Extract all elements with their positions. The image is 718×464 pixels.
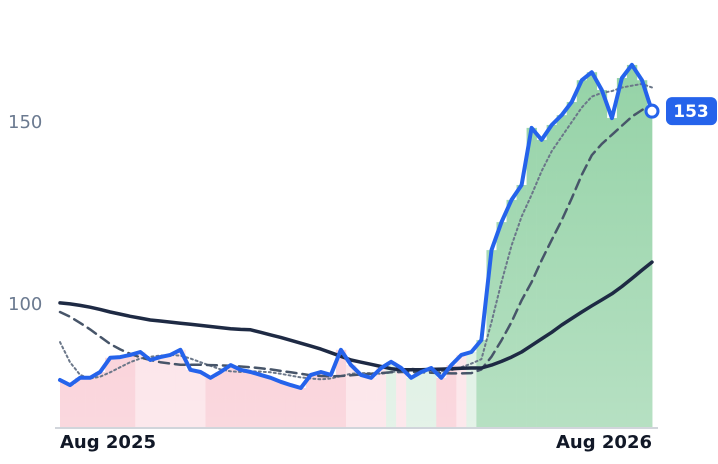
x-tick-label: Aug 2025 bbox=[60, 432, 156, 453]
series-line bbox=[58, 103, 654, 378]
y-tick-label: 100 bbox=[8, 294, 42, 315]
series-line bbox=[58, 260, 654, 372]
last-price-label: 153 bbox=[673, 102, 709, 122]
y-tick-label: 150 bbox=[8, 112, 42, 133]
last-price-dot bbox=[644, 103, 660, 119]
x-tick-label: Aug 2026 bbox=[556, 432, 652, 453]
last-price-pill bbox=[666, 97, 717, 126]
series-line bbox=[58, 62, 654, 390]
